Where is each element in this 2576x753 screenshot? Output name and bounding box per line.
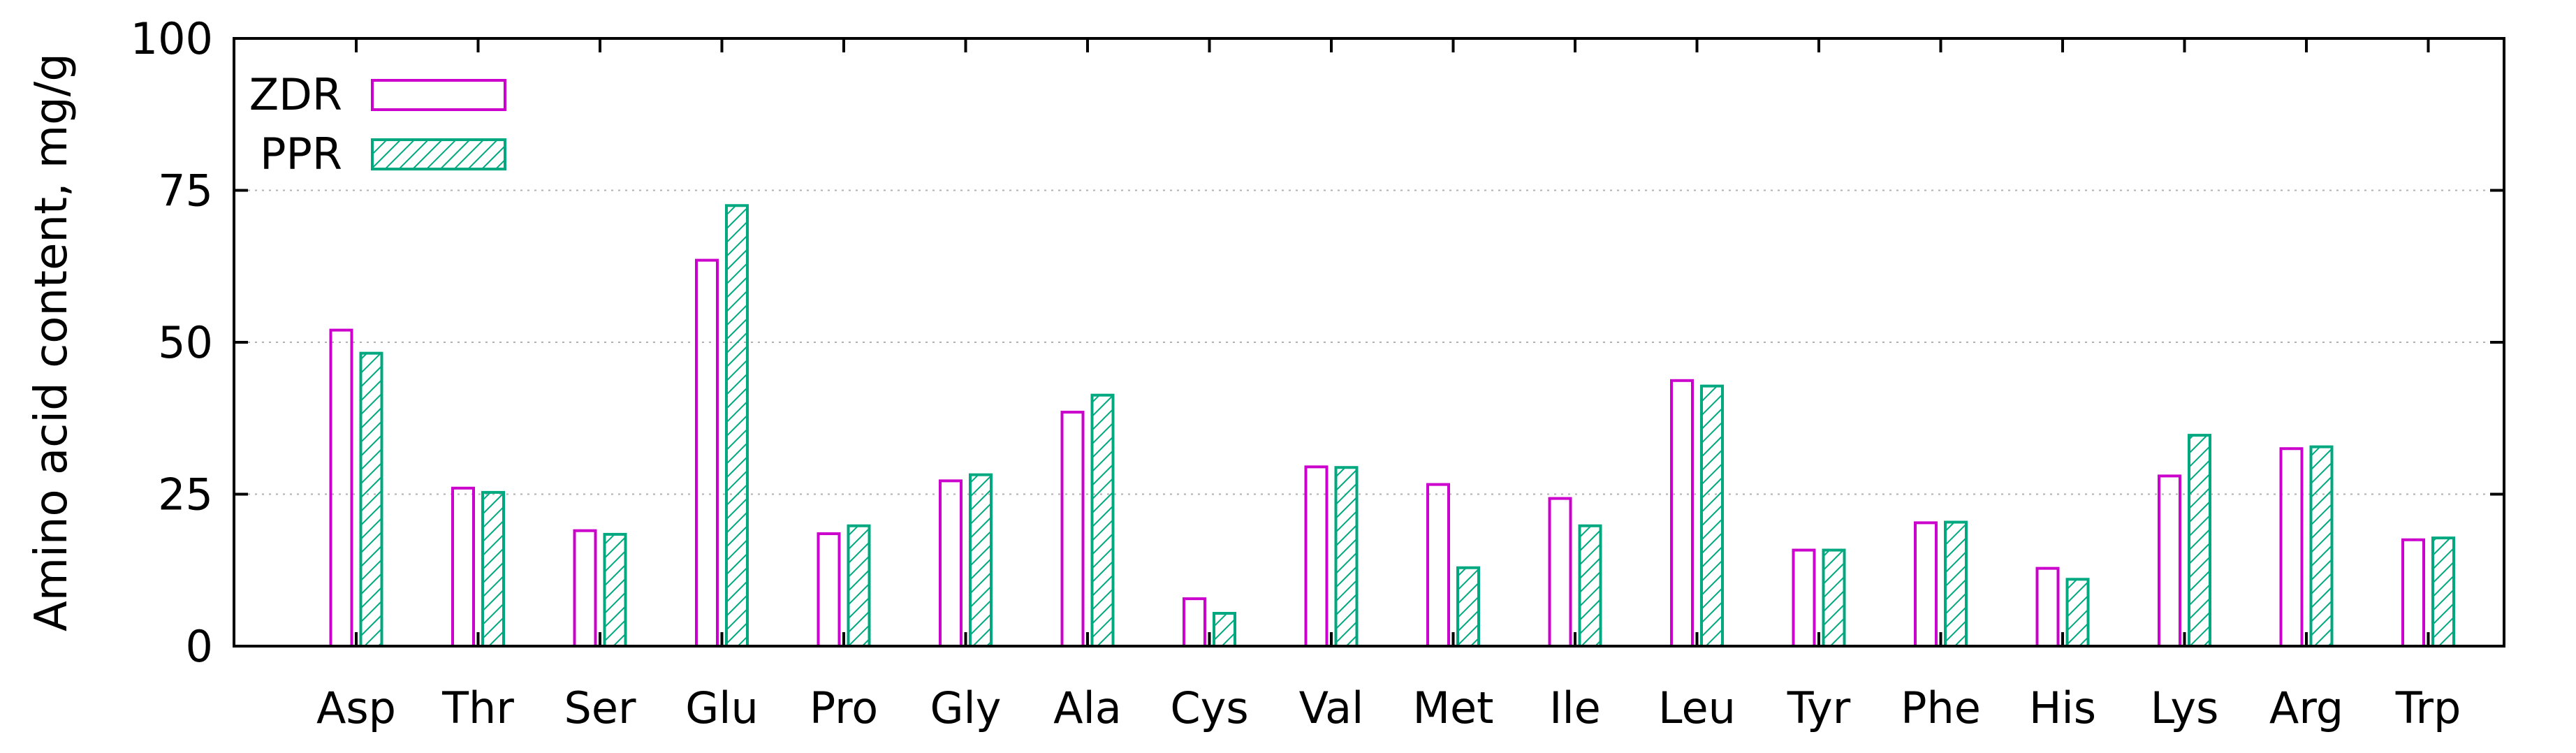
x-category-label: Ser [564, 682, 637, 733]
bar-zdr-phe [1914, 521, 1938, 648]
bar-ppr-arg [2309, 445, 2334, 648]
bar-zdr-lys [2158, 474, 2181, 648]
x-category-label: Pro [810, 682, 878, 733]
bar-ppr-ser [603, 532, 627, 648]
bars [329, 204, 2455, 648]
bar-zdr-thr [451, 486, 475, 648]
bar-ppr-cys [1213, 612, 1236, 648]
x-category-label: Cys [1170, 682, 1248, 733]
bar-zdr-glu [695, 258, 719, 648]
x-category-label: Gly [930, 682, 1002, 733]
bar-zdr-ile [1548, 497, 1572, 648]
bar-ppr-trp [2431, 536, 2455, 648]
bar-zdr-met [1426, 483, 1450, 648]
x-category-label: Arg [2269, 682, 2343, 733]
bar-ppr-asp [359, 351, 383, 648]
x-axis-categories: Asp Thr Ser Glu Pro Gly Ala Cys Val Met Ile Leu Tyr P… [316, 38, 2461, 733]
legend-swatch-ppr [371, 138, 506, 170]
bar-zdr-pro [817, 532, 841, 648]
bar-zdr-cys [1183, 597, 1206, 648]
y-tick-label: 0 [186, 621, 213, 672]
x-category-label: Asp [316, 682, 396, 733]
legend-swatch-zdr [371, 79, 506, 111]
y-axis-ticks: 0 25 50 75 100 [131, 13, 2504, 672]
grid-lines [234, 189, 2504, 495]
x-category-label: His [2029, 682, 2096, 733]
x-category-label: Val [1299, 682, 1364, 733]
bar-ppr-his [2065, 578, 2090, 648]
bar-zdr-ala [1060, 411, 1085, 648]
bar-zdr-his [2035, 566, 2060, 648]
bar-zdr-asp [329, 328, 353, 648]
x-category-label: Tyr [1787, 682, 1851, 733]
x-category-label: Ile [1549, 682, 1601, 733]
legend-label-zdr: ZDR [249, 69, 342, 120]
y-tick-label: 75 [158, 166, 213, 217]
bar-zdr-leu [1670, 379, 1694, 648]
x-category-label: Ala [1053, 682, 1122, 733]
y-axis-title: Amino acid content, mg/g [26, 53, 78, 631]
x-category-label: Lys [2151, 682, 2219, 733]
bar-ppr-lys [2188, 434, 2211, 648]
legend-label-ppr: PPR [260, 129, 342, 180]
bar-ppr-gly [969, 473, 993, 648]
bar-zdr-ser [573, 529, 597, 648]
x-category-label: Glu [685, 682, 759, 733]
y-tick-label: 100 [131, 13, 213, 64]
bar-zdr-trp [2401, 538, 2425, 648]
x-category-label: Leu [1658, 682, 1736, 733]
legend: ZDR PPR [249, 69, 506, 180]
bar-zdr-gly [939, 479, 963, 648]
bar-ppr-ala [1090, 393, 1115, 648]
bar-ppr-pro [847, 524, 871, 648]
bar-ppr-phe [1944, 520, 1968, 648]
bar-ppr-thr [481, 490, 505, 648]
bar-zdr-arg [2279, 447, 2304, 648]
x-category-label: Trp [2395, 682, 2461, 733]
y-tick-label: 50 [158, 317, 213, 368]
x-category-label: Met [1413, 682, 1494, 733]
bar-ppr-met [1456, 566, 1480, 648]
bar-ppr-leu [1700, 384, 1724, 648]
bar-ppr-tyr [1822, 548, 1846, 648]
bar-ppr-val [1334, 466, 1359, 648]
bar-ppr-glu [725, 204, 749, 648]
y-tick-label: 25 [158, 469, 213, 520]
x-category-label: Phe [1901, 682, 1981, 733]
bar-ppr-ile [1578, 524, 1602, 648]
x-category-label: Thr [441, 682, 514, 733]
bar-zdr-tyr [1792, 548, 1816, 648]
